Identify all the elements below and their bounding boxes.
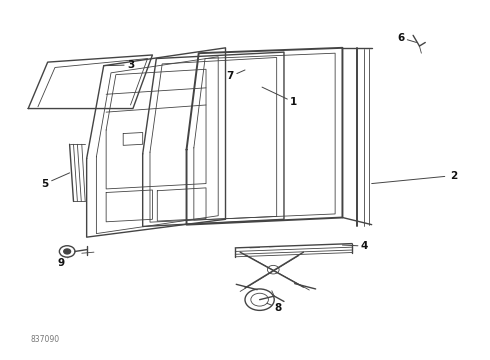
Text: 6: 6 [397, 33, 416, 43]
Text: 8: 8 [267, 303, 282, 313]
Text: 7: 7 [227, 70, 245, 81]
Text: 4: 4 [343, 241, 368, 251]
Text: 9: 9 [58, 257, 68, 268]
Circle shape [64, 249, 71, 254]
Text: 3: 3 [104, 60, 134, 70]
Text: 5: 5 [42, 173, 70, 189]
Text: 2: 2 [450, 171, 457, 181]
Text: 1: 1 [262, 87, 297, 107]
Text: 837090: 837090 [30, 334, 60, 343]
